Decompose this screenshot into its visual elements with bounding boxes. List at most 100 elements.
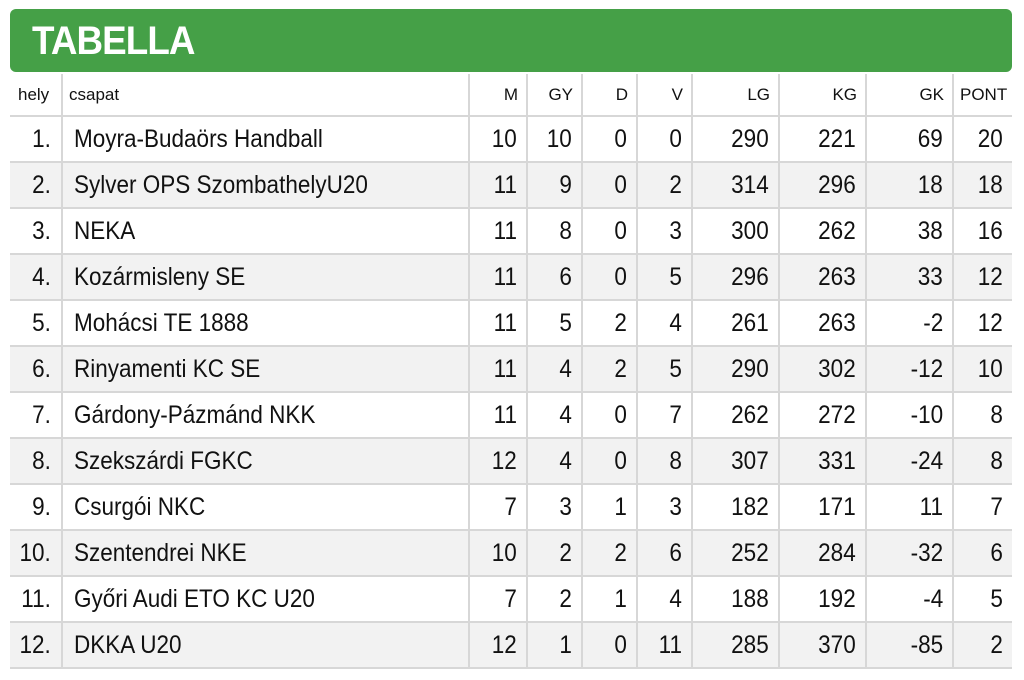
wins-text: 1: [559, 630, 572, 659]
losses-text: 3: [669, 492, 682, 521]
losses-text: 7: [669, 400, 682, 429]
goals-against-text: 171: [818, 492, 856, 521]
draws-text: 2: [614, 354, 627, 383]
losses-cell: 4: [636, 300, 692, 347]
losses-text: 5: [669, 354, 682, 383]
draws-cell: 2: [581, 300, 637, 347]
position-text: 12.: [19, 630, 51, 659]
matches-text: 7: [504, 584, 517, 613]
table-row: 10. Szentendrei NKE 10 2 2 6 252 284 -32 6: [10, 530, 1012, 577]
table-header-row: hely csapat M GY D V LG KG GK PONT: [10, 74, 1012, 117]
table-row: 5. Mohácsi TE 1888 11 5 2 4 261 263 -2 12: [10, 300, 1012, 347]
losses-cell: 2: [636, 162, 692, 209]
goal-diff-cell: -32: [865, 530, 953, 577]
points-text: 20: [977, 124, 1003, 153]
losses-text: 5: [669, 262, 682, 291]
losses-cell: 0: [636, 116, 692, 163]
goals-for-text: 261: [731, 308, 769, 337]
draws-text: 2: [614, 538, 627, 567]
points-text: 18: [977, 170, 1003, 199]
goal-diff-text: -12: [910, 354, 943, 383]
points-text: 7: [990, 492, 1003, 521]
draws-text: 0: [614, 262, 627, 291]
points-cell: 20: [952, 116, 1012, 163]
team-name-cell: Sylver OPS SzombathelyU20: [61, 162, 469, 209]
matches-cell: 11: [468, 254, 527, 301]
goal-diff-text: 11: [919, 492, 943, 521]
draws-text: 0: [614, 216, 627, 245]
wins-cell: 9: [526, 162, 582, 209]
position-cell: 3.: [10, 208, 62, 255]
column-header-csapat: csapat: [61, 74, 469, 117]
matches-text: 11: [493, 308, 517, 337]
points-text: 10: [977, 354, 1003, 383]
draws-cell: 0: [581, 438, 637, 485]
wins-text: 4: [559, 354, 572, 383]
points-text: 5: [990, 584, 1003, 613]
losses-cell: 3: [636, 208, 692, 255]
wins-text: 10: [546, 124, 572, 153]
wins-text: 3: [559, 492, 572, 521]
matches-cell: 11: [468, 162, 527, 209]
goals-for-cell: 252: [691, 530, 779, 577]
position-cell: 10.: [10, 530, 62, 577]
matches-cell: 10: [468, 116, 527, 163]
losses-text: 0: [669, 124, 682, 153]
points-text: 12: [977, 308, 1003, 337]
column-header-d: D: [581, 74, 637, 117]
goal-diff-cell: -10: [865, 392, 953, 439]
draws-text: 0: [614, 170, 627, 199]
goals-against-text: 263: [818, 262, 856, 291]
goals-for-text: 300: [731, 216, 769, 245]
goals-for-text: 285: [731, 630, 769, 659]
column-header-gk: GK: [865, 74, 953, 117]
goal-diff-text: -32: [910, 538, 943, 567]
matches-text: 11: [493, 262, 517, 291]
wins-cell: 3: [526, 484, 582, 531]
goals-for-cell: 262: [691, 392, 779, 439]
draws-text: 0: [614, 124, 627, 153]
team-name-cell: Győri Audi ETO KC U20: [61, 576, 469, 623]
goals-against-text: 262: [818, 216, 856, 245]
table-row: 2. Sylver OPS SzombathelyU20 11 9 0 2 314 296 18…: [10, 162, 1012, 209]
position-cell: 1.: [10, 116, 62, 163]
goals-against-cell: 221: [778, 116, 866, 163]
title-bar: TABELLA: [10, 9, 1012, 72]
draws-text: 1: [614, 492, 627, 521]
team-name-text: Szekszárdi FGKC: [74, 446, 253, 475]
column-header-m: M: [468, 74, 527, 117]
goals-for-cell: 307: [691, 438, 779, 485]
matches-cell: 11: [468, 392, 527, 439]
goals-against-cell: 302: [778, 346, 866, 393]
wins-cell: 4: [526, 346, 582, 393]
team-name-cell: Kozármisleny SE: [61, 254, 469, 301]
wins-cell: 2: [526, 576, 582, 623]
goals-against-cell: 370: [778, 622, 866, 669]
draws-text: 0: [614, 446, 627, 475]
position-cell: 11.: [10, 576, 62, 623]
goal-diff-text: 69: [917, 124, 943, 153]
wins-cell: 1: [526, 622, 582, 669]
position-text: 8.: [32, 446, 51, 475]
wins-text: 2: [559, 538, 572, 567]
wins-cell: 4: [526, 438, 582, 485]
wins-cell: 10: [526, 116, 582, 163]
points-cell: 8: [952, 438, 1012, 485]
goals-against-text: 284: [818, 538, 856, 567]
team-name-text: Sylver OPS SzombathelyU20: [74, 170, 368, 199]
matches-text: 11: [493, 354, 517, 383]
points-cell: 16: [952, 208, 1012, 255]
draws-text: 2: [614, 308, 627, 337]
team-name-cell: Mohácsi TE 1888: [61, 300, 469, 347]
position-text: 3.: [32, 216, 51, 245]
matches-cell: 12: [468, 438, 527, 485]
losses-text: 11: [658, 630, 682, 659]
team-name-cell: DKKA U20: [61, 622, 469, 669]
column-header-hely: hely: [10, 74, 62, 117]
matches-cell: 10: [468, 530, 527, 577]
goal-diff-text: -2: [922, 308, 943, 337]
wins-text: 9: [559, 170, 572, 199]
goals-against-cell: 284: [778, 530, 866, 577]
column-header-v: V: [636, 74, 692, 117]
points-cell: 2: [952, 622, 1012, 669]
